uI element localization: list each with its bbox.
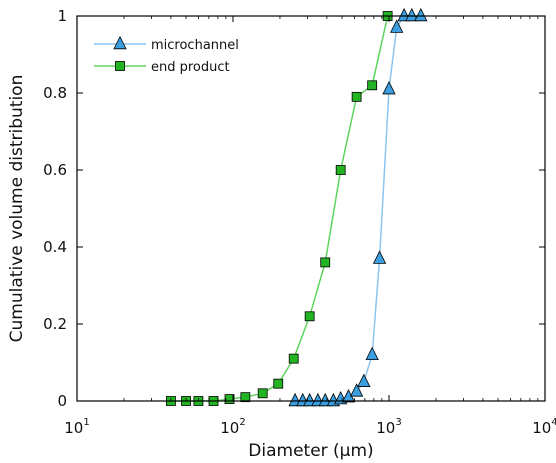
data-point-end-product <box>367 80 378 91</box>
data-point-microchannel <box>318 392 332 407</box>
x-tick-label: 102 <box>220 417 245 437</box>
y-tick-label: 1 <box>57 7 67 25</box>
data-point-microchannel <box>303 392 317 407</box>
legend: microchannel end product <box>94 35 239 75</box>
y-tick-label: 0.4 <box>43 238 67 256</box>
y-tick-label: 0.2 <box>43 315 67 333</box>
y-tick-label: 0.8 <box>43 84 67 102</box>
data-point-end-product <box>320 257 331 268</box>
legend-label-end-product: end product <box>151 60 230 75</box>
data-point-microchannel <box>372 250 387 264</box>
x-tick-label: 104 <box>532 417 556 437</box>
data-point-end-product <box>257 388 268 399</box>
x-axis-title: Diameter (µm) <box>248 441 373 461</box>
data-point-microchannel <box>357 373 371 387</box>
data-point-microchannel <box>405 7 419 22</box>
data-point-end-product <box>224 394 235 404</box>
data-point-microchannel <box>390 19 404 33</box>
y-axis-title: Cumulative volume distribution <box>7 75 27 343</box>
axis-ticks: 101 102 103 104 0 0.2 0.4 0.6 0.8 1 <box>43 7 556 437</box>
legend-label-microchannel: microchannel <box>151 38 239 53</box>
data-point-end-product <box>240 392 251 403</box>
data-point-end-product <box>335 165 346 175</box>
data-point-end-product <box>273 378 284 389</box>
data-point-microchannel <box>349 383 364 397</box>
data-point-end-product <box>351 91 362 102</box>
legend-marker-microchannel <box>113 35 127 50</box>
series-line-microchannel <box>295 15 421 402</box>
x-tick-label: 101 <box>64 417 89 437</box>
plot-frame <box>76 15 546 402</box>
data-point-microchannel <box>382 81 396 95</box>
data-point-microchannel <box>365 346 379 361</box>
data-point-end-product <box>288 353 299 364</box>
legend-marker-end-product <box>115 61 125 71</box>
data-point-end-product <box>304 311 315 322</box>
y-tick-label: 0.6 <box>43 161 67 179</box>
y-tick-label: 0 <box>57 392 67 410</box>
data-point-microchannel <box>414 7 428 22</box>
x-tick-label: 103 <box>376 417 401 437</box>
